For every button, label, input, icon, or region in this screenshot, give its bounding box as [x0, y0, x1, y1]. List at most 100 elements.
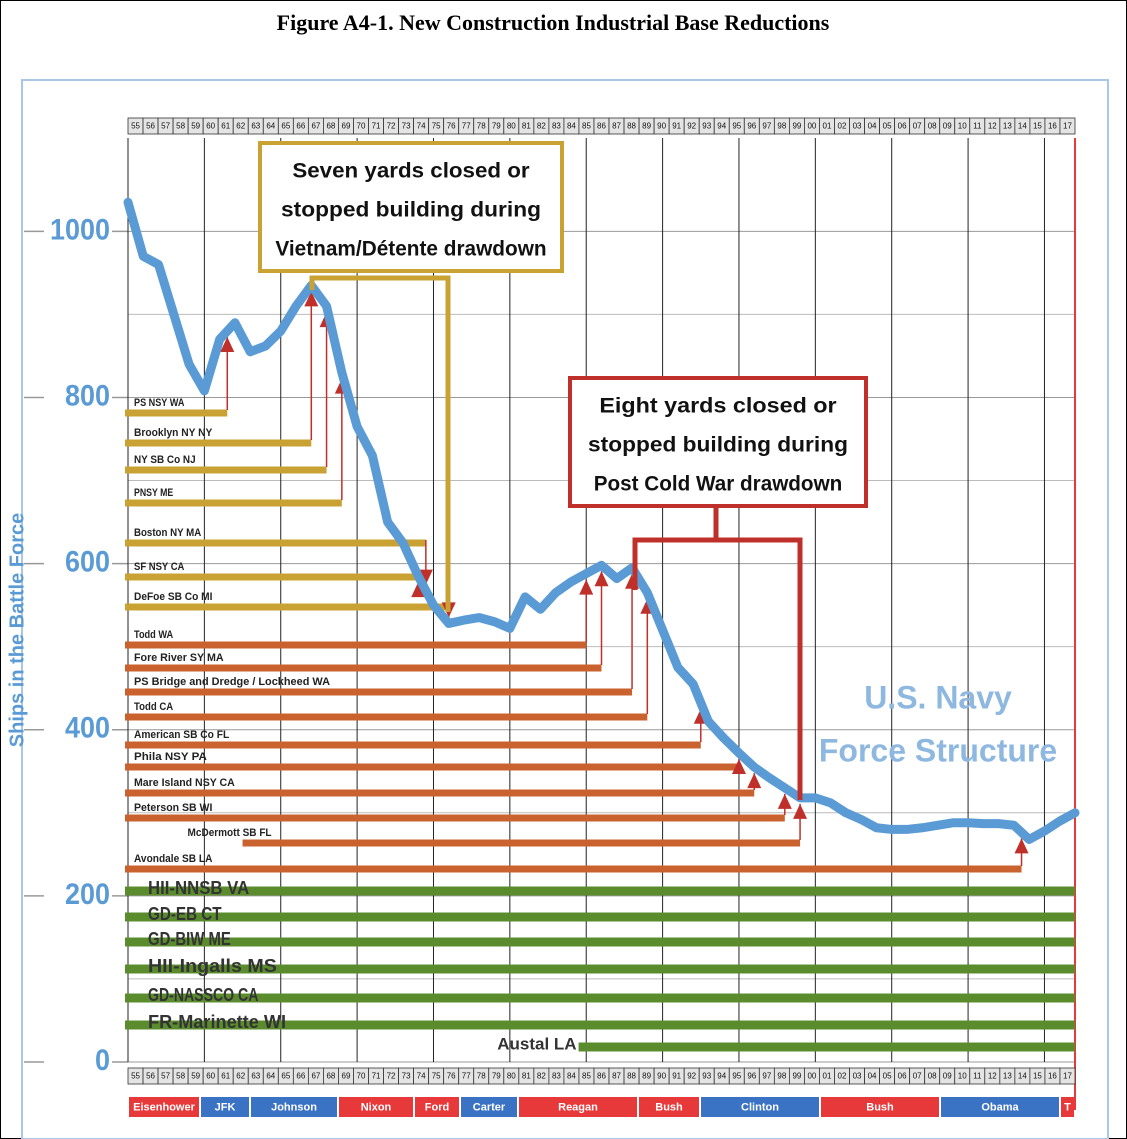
yard-label: PNSY ME [134, 487, 173, 499]
president-cell [201, 1097, 249, 1117]
president-cell [1061, 1097, 1074, 1117]
active-yard-bar [125, 912, 1075, 922]
year-label: 65 [281, 122, 290, 131]
year-label: 05 [883, 1072, 892, 1081]
year-label: 70 [357, 1072, 366, 1081]
year-label: 17 [1063, 1072, 1072, 1081]
year-label: 72 [387, 1072, 396, 1081]
arrow-head [777, 793, 792, 809]
year-label: 94 [717, 122, 726, 131]
president-cell [461, 1097, 517, 1117]
year-label: 05 [883, 122, 892, 131]
panel-border [21, 79, 1109, 1139]
annotation-text: stopped building during [281, 199, 541, 222]
y-tick-label: 1000 [50, 213, 110, 246]
president-label: Clinton [741, 1101, 779, 1113]
year-label: 95 [732, 122, 741, 131]
year-label: 96 [747, 1072, 756, 1081]
year-label: 75 [432, 1072, 441, 1081]
year-label: 71 [372, 122, 381, 131]
president-cell [639, 1097, 699, 1117]
yard-bars: PS NSY WA Brooklyn NY NY NY SB Co NJ PNSY M… [125, 397, 1075, 1053]
president-cell [701, 1097, 819, 1117]
year-label: 99 [792, 1072, 801, 1081]
year-label: 74 [417, 122, 426, 131]
year-label: 76 [447, 1072, 456, 1081]
yard-label: Todd WA [134, 629, 173, 641]
closed-yard-bar [125, 664, 602, 672]
year-label: 07 [913, 122, 922, 131]
year-label: 02 [838, 1072, 847, 1081]
year-label: 60 [206, 1072, 215, 1081]
year-label: 57 [161, 122, 170, 131]
closed-yard-bar [125, 539, 426, 547]
year-label: 91 [672, 1072, 681, 1081]
arrow-head [747, 773, 762, 789]
president-label: Bush [866, 1101, 894, 1113]
force-structure-line [123, 197, 1080, 844]
year-cell [1059, 117, 1076, 135]
president-label: Reagan [558, 1101, 598, 1113]
president-label: Johnson [271, 1101, 317, 1113]
yard-label: PS NSY WA [134, 397, 184, 409]
year-label: 63 [251, 122, 260, 131]
arrow-head [793, 803, 808, 819]
year-label: 72 [387, 122, 396, 131]
year-label: 64 [266, 1072, 275, 1081]
bracket [309, 275, 451, 612]
year-label: 11 [973, 122, 982, 131]
year-label: 59 [191, 1072, 200, 1081]
arrow-head [1014, 838, 1029, 854]
year-label: 97 [762, 1072, 771, 1081]
president-label: JFK [215, 1101, 236, 1113]
year-label: 89 [642, 122, 651, 131]
president-label: Nixon [361, 1101, 392, 1113]
year-label: 10 [958, 1072, 967, 1081]
year-label: 03 [853, 122, 862, 131]
president-cell [821, 1097, 939, 1117]
year-label: 82 [537, 122, 546, 131]
y-tick-label: 400 [65, 712, 110, 745]
closed-yard-bar [125, 741, 701, 749]
year-label: 55 [131, 1072, 140, 1081]
year-label: 13 [1003, 122, 1012, 131]
annotation-box [568, 376, 868, 508]
year-strips: 55 56 57 58 59 60 61 62 63 64 65 66 67 68 69 70 71 72 73 74… [127, 117, 1076, 1117]
year-label: 07 [913, 1072, 922, 1081]
arrow-head [594, 571, 609, 587]
president-cell [339, 1097, 413, 1117]
year-label: 01 [823, 1072, 832, 1081]
year-label: 62 [236, 1072, 245, 1081]
year-label: 73 [402, 122, 411, 131]
year-label: 97 [762, 122, 771, 131]
year-label: 71 [372, 1072, 381, 1081]
year-label: 12 [988, 122, 997, 131]
yard-label: HII-NNSB VA [148, 878, 249, 898]
annotations: Seven yards closed or stopped building du… [258, 141, 868, 800]
year-label: 90 [657, 122, 666, 131]
president-label: Ford [425, 1101, 449, 1113]
president-cell [129, 1097, 199, 1117]
annotation-text: stopped building during [588, 434, 848, 457]
year-label: 69 [342, 1072, 351, 1081]
year-label: 06 [898, 122, 907, 131]
year-label: 00 [807, 1072, 816, 1081]
closed-yard-bar [242, 839, 801, 847]
president-label: Obama [981, 1101, 1019, 1113]
closed-yard-bar [125, 641, 587, 649]
year-label: 87 [612, 1072, 621, 1081]
yard-label: Todd CA [134, 701, 173, 713]
year-label: 17 [1063, 122, 1072, 131]
closed-yard-bar [125, 499, 342, 507]
year-label: 03 [853, 1072, 862, 1081]
yard-label: Boston NY MA [134, 527, 201, 539]
year-label: 00 [807, 122, 816, 131]
closed-yard-bar [125, 409, 228, 417]
president-cell [251, 1097, 337, 1117]
yard-label: Mare Island NSY CA [134, 777, 235, 789]
arrow-head [731, 759, 746, 775]
closed-yard-bar [125, 603, 449, 611]
closed-yard-bar [125, 865, 1022, 873]
year-label: 79 [492, 1072, 501, 1081]
